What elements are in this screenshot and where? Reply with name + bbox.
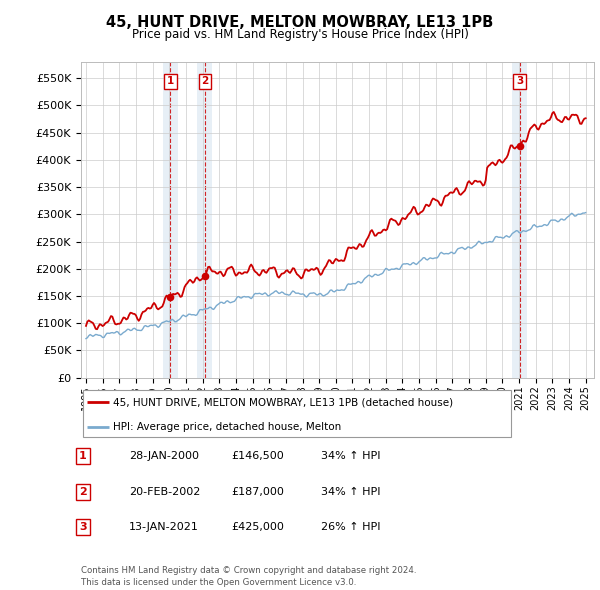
Text: 13-JAN-2021: 13-JAN-2021: [129, 522, 199, 532]
Text: 3: 3: [516, 76, 523, 86]
Text: 2: 2: [201, 76, 208, 86]
Text: 34% ↑ HPI: 34% ↑ HPI: [321, 487, 380, 497]
Text: 3: 3: [79, 522, 86, 532]
Text: £146,500: £146,500: [231, 451, 284, 461]
Text: 2: 2: [79, 487, 86, 497]
Bar: [197, 62, 212, 378]
Text: 28-JAN-2000: 28-JAN-2000: [129, 451, 199, 461]
Text: £425,000: £425,000: [231, 522, 284, 532]
Text: £187,000: £187,000: [231, 487, 284, 497]
Text: 45, HUNT DRIVE, MELTON MOWBRAY, LE13 1PB: 45, HUNT DRIVE, MELTON MOWBRAY, LE13 1PB: [106, 15, 494, 30]
Text: HPI: Average price, detached house, Melton: HPI: Average price, detached house, Melt…: [113, 422, 341, 432]
Text: Contains HM Land Registry data © Crown copyright and database right 2024.
This d: Contains HM Land Registry data © Crown c…: [81, 566, 416, 587]
Text: 1: 1: [79, 451, 86, 461]
Bar: [163, 62, 178, 378]
Text: 34% ↑ HPI: 34% ↑ HPI: [321, 451, 380, 461]
Text: 45, HUNT DRIVE, MELTON MOWBRAY, LE13 1PB (detached house): 45, HUNT DRIVE, MELTON MOWBRAY, LE13 1PB…: [113, 397, 454, 407]
Text: 1: 1: [167, 76, 174, 86]
Bar: [512, 62, 527, 378]
Text: Price paid vs. HM Land Registry's House Price Index (HPI): Price paid vs. HM Land Registry's House …: [131, 28, 469, 41]
Text: 20-FEB-2002: 20-FEB-2002: [129, 487, 200, 497]
Text: 26% ↑ HPI: 26% ↑ HPI: [321, 522, 380, 532]
FancyBboxPatch shape: [83, 390, 511, 437]
